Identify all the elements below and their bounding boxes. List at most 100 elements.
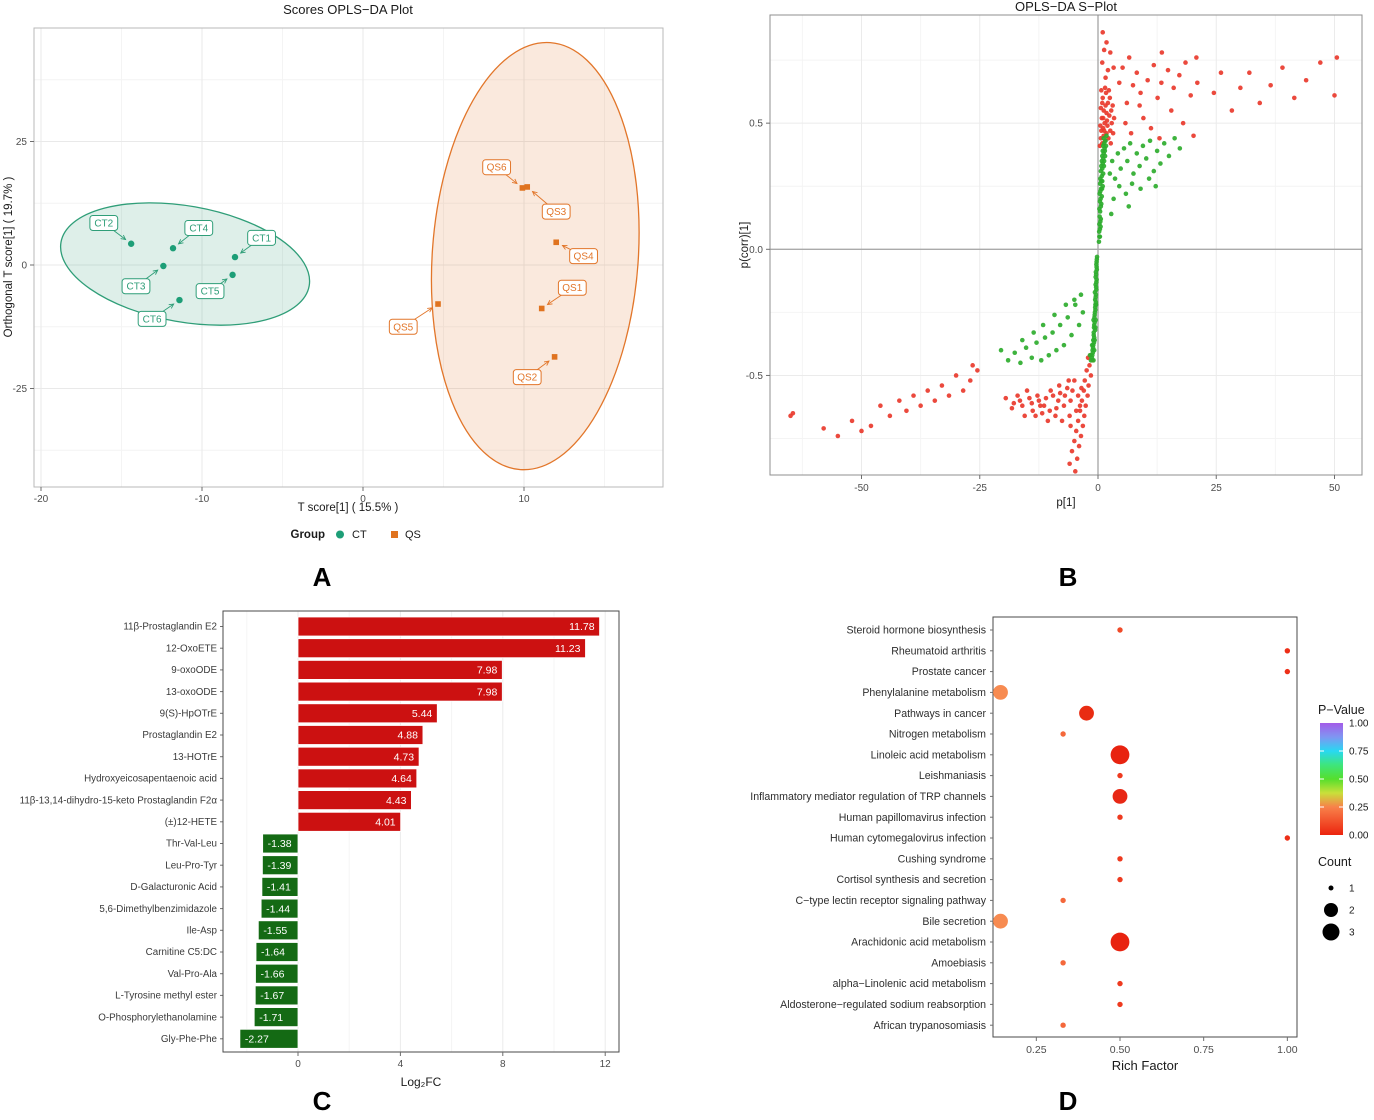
bar-value-label: -1.41 — [267, 882, 291, 894]
enrichment-bubble — [1117, 814, 1123, 820]
category-label: Prostaglandin E2 — [142, 730, 217, 741]
sample-point-qs2 — [551, 354, 558, 360]
bar-value-label: 4.88 — [397, 730, 418, 742]
category-label: 5,6-Dimethylbenzimidazole — [99, 904, 217, 915]
pathway-label: Aldosterone−regulated sodium reabsorptio… — [780, 999, 986, 1011]
enrichment-bubble — [1117, 980, 1123, 987]
panel-d-enrichment-bubbles: Steroid hormone biosynthesis Rheumatoid a… — [690, 600, 1374, 1100]
enrichment-bubble — [1284, 648, 1291, 654]
rich-factor-bubble-chart: Steroid hormone biosynthesis Rheumatoid a… — [750, 616, 1369, 1073]
category-label: 11β-Prostaglandin E2 — [123, 622, 217, 633]
sample-label-box — [482, 159, 512, 176]
sample-point-qs5 — [435, 301, 441, 307]
pathway-label: Prostate cancer — [912, 666, 987, 678]
x-tick-label: -50 — [854, 483, 869, 494]
pvalue-tick-label: 0.50 — [1349, 775, 1369, 786]
enrichment-bubble — [1110, 745, 1130, 765]
legend-qs-marker — [391, 531, 398, 538]
chart-title: Scores OPLS−DA Plot — [283, 2, 413, 17]
x-tick-label: 12 — [600, 1059, 612, 1070]
pathway-label: Human papillomavirus infection — [839, 812, 986, 824]
count-legend-label: 3 — [1349, 928, 1355, 939]
x-tick-label: -10 — [195, 494, 210, 505]
x-tick-label: -20 — [34, 494, 49, 505]
pvalue-tick-label: 0.75 — [1349, 747, 1369, 758]
bar-value-label: 5.44 — [412, 708, 433, 720]
sample-point-ct1 — [231, 253, 239, 261]
sample-label: CT1 — [252, 233, 271, 244]
category-label: Thr-Val-Leu — [166, 839, 217, 850]
bar-down — [254, 985, 299, 1006]
x-tick-label: 10 — [518, 494, 530, 505]
pathway-label: Cortisol synthesis and secretion — [836, 874, 986, 886]
category-label: Hydroxyeicosapentaenoic acid — [84, 774, 217, 785]
sample-label-box — [121, 278, 151, 295]
legend-qs-label: QS — [405, 529, 421, 541]
x-tick-label: 8 — [500, 1059, 506, 1070]
enrichment-bubble — [1117, 1001, 1123, 1008]
y-tick-label: -0.5 — [746, 371, 764, 382]
pvalue-tick-label: 0.00 — [1349, 831, 1369, 842]
enrichment-bubble — [993, 685, 1008, 700]
chart-title: OPLS−DA S−Plot — [1015, 0, 1117, 14]
bar-up — [297, 746, 420, 767]
sample-label: CT6 — [143, 314, 162, 325]
bar-up — [297, 681, 503, 702]
bar-value-label: -1.38 — [268, 838, 292, 850]
pathway-label: Nitrogen metabolism — [889, 729, 986, 741]
bar-up — [297, 638, 586, 659]
count-legend-label: 1 — [1349, 884, 1355, 895]
sample-point-qs1 — [538, 305, 545, 312]
x-tick-label: 0.50 — [1110, 1044, 1131, 1056]
category-label: L-Tyrosine methyl ester — [115, 991, 218, 1002]
y-axis-title: p(corr)[1] — [739, 222, 751, 269]
pathway-label: Phenylalanine metabolism — [862, 687, 986, 699]
pathway-label: Amoebiasis — [931, 957, 986, 969]
bar-up — [297, 660, 503, 680]
x-axis-title: Rich Factor — [1112, 1058, 1179, 1073]
pathway-label: Pathways in cancer — [894, 708, 986, 720]
category-label: Ile-Asp — [187, 926, 218, 937]
pathway-label: C−type lectin receptor signaling pathway — [795, 895, 986, 907]
enrichment-bubble — [1060, 897, 1066, 904]
count-legend-marker — [1324, 903, 1338, 917]
bar-down — [262, 833, 299, 854]
bar-up — [297, 725, 424, 745]
category-label: (±)12-HETE — [165, 817, 218, 828]
category-label: Leu-Pro-Tyr — [165, 860, 217, 871]
x-tick-label: 0 — [1095, 483, 1101, 494]
sample-point-ct5 — [229, 271, 236, 279]
bar-value-label: 4.43 — [386, 795, 407, 807]
bar-up — [297, 703, 438, 724]
bar-value-label: 7.98 — [477, 686, 498, 698]
pathway-label: Bile secretion — [922, 916, 986, 928]
sample-label-box — [512, 369, 542, 386]
category-label: D-Galacturonic Acid — [130, 882, 217, 893]
sample-label: QS5 — [393, 322, 413, 333]
enrichment-bubble — [1117, 876, 1123, 883]
pathway-label: Arachidonic acid metabolism — [851, 937, 986, 949]
x-axis-title: p[1] — [1056, 497, 1075, 509]
legend-title: Group — [291, 529, 326, 541]
category-label: 9(S)-HpOTrE — [160, 709, 218, 720]
category-label: 13-oxoODE — [166, 687, 218, 698]
bar-down — [262, 855, 299, 876]
x-tick-label: 4 — [398, 1059, 404, 1070]
y-tick-label: 0.0 — [749, 245, 763, 256]
x-tick-label: 0 — [360, 494, 366, 505]
confidence-ellipse-qs — [430, 41, 640, 471]
panel-b-s-plot: -50 -25 0 25 50 -0.5 0.0 0.5 OPLS−DA S−Plot p[1] p… — [690, 0, 1374, 560]
bar-down — [261, 876, 299, 897]
oplsda-s-plot-chart: -50 -25 0 25 50 -0.5 0.0 0.5 OPLS−DA S−Plot p[1] p… — [739, 0, 1363, 509]
panel-label-b: B — [1058, 562, 1078, 592]
legend-ct-marker — [336, 530, 344, 539]
panel-a-scores-plot: CT1 CT2 CT3 CT4 CT5 CT6 QS1 QS2 QS3 QS4 QS5 QS6 -20 -… — [0, 0, 690, 560]
sample-point-ct2 — [127, 240, 135, 247]
category-label: Val-Pro-Ala — [168, 969, 218, 980]
count-legend-label: 2 — [1349, 906, 1355, 917]
pvalue-tick-label: 1.00 — [1349, 719, 1369, 730]
category-label: 11β-13,14-dihydro-15-keto Prostaglandin … — [20, 795, 218, 806]
sample-label: CT2 — [94, 219, 113, 230]
enrichment-bubble — [1060, 1022, 1066, 1028]
